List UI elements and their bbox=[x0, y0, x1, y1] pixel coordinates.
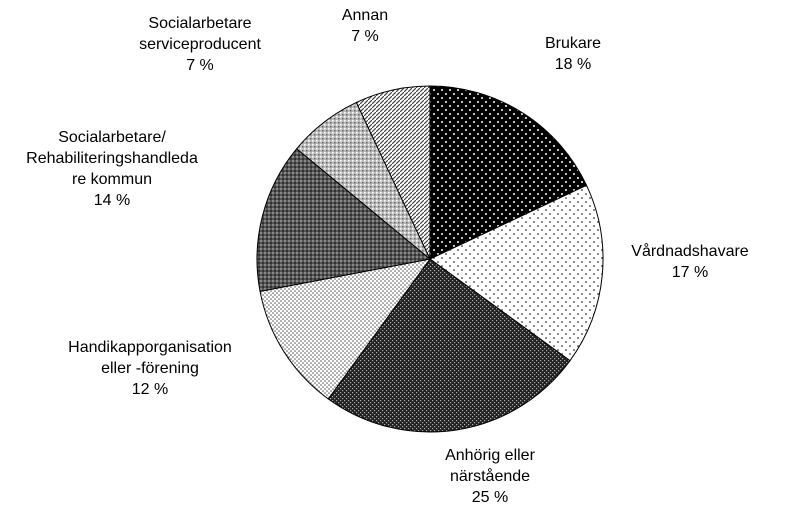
slice-label: Anhörig eller närstående bbox=[445, 447, 536, 485]
slice-value-label: 25 % bbox=[472, 489, 508, 506]
pie-slice bbox=[259, 258, 432, 400]
slice-value-label: 12 % bbox=[132, 381, 168, 398]
pie-slice bbox=[429, 85, 588, 260]
slice-label: Vårdnadshavare bbox=[631, 242, 749, 260]
slice-value-label: 17 % bbox=[672, 264, 708, 281]
pie-slice bbox=[355, 85, 431, 260]
slice-value-label: 14 % bbox=[94, 192, 130, 209]
slice-value-label: 18 % bbox=[555, 56, 591, 73]
pie-slice bbox=[327, 258, 571, 433]
slice-label: Annan bbox=[342, 7, 388, 24]
slice-value-label: 7 % bbox=[186, 57, 214, 74]
slice-label: Socialarbetare/Rehabiliteringshandleda re… bbox=[26, 129, 198, 188]
slice-label: Handikapporganisation eller -förening bbox=[68, 339, 232, 377]
slice-value-label: 7 % bbox=[351, 28, 379, 45]
pie-slice bbox=[256, 148, 432, 293]
slice-label: Socialarbetare serviceproducent bbox=[139, 15, 261, 53]
slice-label: Brukare bbox=[545, 35, 601, 52]
pie-slice bbox=[429, 184, 604, 362]
